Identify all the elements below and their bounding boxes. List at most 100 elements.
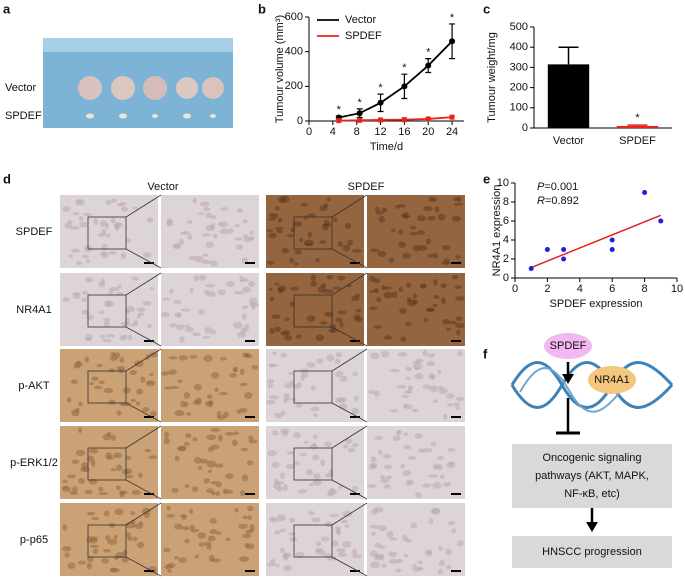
cell — [286, 234, 295, 238]
cell — [178, 238, 185, 245]
tumour-photo — [43, 38, 233, 128]
cell — [244, 354, 253, 359]
cell — [102, 433, 112, 441]
cell — [87, 455, 95, 462]
cell — [98, 486, 104, 492]
cell — [305, 469, 314, 476]
cell — [161, 297, 171, 301]
cell — [338, 398, 346, 404]
cell — [103, 317, 111, 322]
cell — [370, 524, 381, 529]
cell — [72, 292, 81, 296]
y-tick-label: 300 — [510, 61, 528, 73]
cell — [370, 456, 377, 463]
cell — [184, 538, 191, 544]
cell — [231, 439, 238, 447]
cell — [206, 545, 212, 551]
cell — [434, 206, 440, 213]
cell — [373, 278, 381, 284]
cell — [455, 255, 461, 259]
cell — [374, 435, 384, 440]
cell — [288, 371, 294, 376]
cell — [392, 435, 401, 441]
cell — [454, 296, 465, 301]
cell — [289, 286, 300, 291]
cell — [249, 524, 255, 531]
cell — [67, 474, 76, 479]
cell — [211, 371, 220, 379]
cell — [67, 562, 76, 569]
cell — [280, 428, 289, 434]
cell — [297, 489, 308, 494]
cell — [416, 230, 426, 235]
zoom-box — [87, 524, 127, 558]
cell — [188, 255, 197, 261]
cell — [388, 537, 398, 541]
cell — [145, 381, 155, 387]
cell — [274, 412, 284, 419]
cell — [339, 322, 344, 328]
cell — [337, 551, 347, 558]
y-tick-label: 100 — [510, 102, 528, 114]
cell — [234, 507, 239, 513]
cell — [90, 537, 98, 544]
cell — [299, 452, 307, 457]
cell — [110, 217, 116, 224]
cell — [201, 259, 211, 265]
cell — [251, 303, 256, 311]
cell — [194, 397, 202, 404]
cell — [369, 561, 380, 569]
cell — [197, 532, 207, 539]
cell — [86, 511, 96, 516]
cell — [72, 211, 80, 216]
cell — [312, 454, 320, 461]
cell — [133, 360, 144, 368]
cell — [125, 532, 132, 539]
cell — [338, 485, 343, 489]
cell — [103, 510, 110, 517]
cell — [374, 390, 380, 397]
cell — [240, 490, 245, 497]
cell — [411, 408, 419, 413]
cell — [81, 297, 87, 302]
zoom-line — [125, 556, 162, 577]
cell — [451, 215, 462, 222]
cell — [446, 564, 452, 570]
ihc-image — [367, 195, 465, 268]
cell — [405, 479, 412, 486]
cell — [217, 434, 223, 442]
cell — [220, 356, 227, 361]
cell — [220, 207, 229, 211]
y-tick-label: 6 — [503, 215, 509, 227]
cell — [438, 546, 443, 552]
y-tick-label: 400 — [285, 46, 303, 58]
cell — [149, 287, 155, 291]
cell — [105, 233, 111, 238]
cell — [300, 374, 305, 381]
cell — [140, 376, 146, 383]
cell — [324, 311, 334, 317]
significance: * — [426, 47, 431, 59]
cell — [205, 241, 215, 249]
cell — [330, 327, 336, 333]
significance: * — [635, 112, 640, 124]
cell — [127, 334, 133, 341]
cell — [353, 396, 359, 401]
cell — [214, 387, 219, 393]
zoom-line — [125, 272, 162, 296]
cell — [422, 349, 428, 357]
cell — [239, 275, 244, 283]
node-label: NR4A1 — [594, 374, 629, 386]
cell — [335, 370, 344, 378]
cell — [86, 562, 93, 570]
cell — [310, 385, 316, 391]
cell — [335, 358, 341, 365]
cell — [303, 440, 309, 444]
cell — [176, 324, 185, 330]
cell — [205, 212, 212, 218]
cell — [335, 528, 341, 535]
cell — [217, 222, 223, 226]
cell — [351, 295, 360, 302]
cell — [239, 368, 245, 376]
y-tick-label: 0 — [522, 122, 528, 134]
